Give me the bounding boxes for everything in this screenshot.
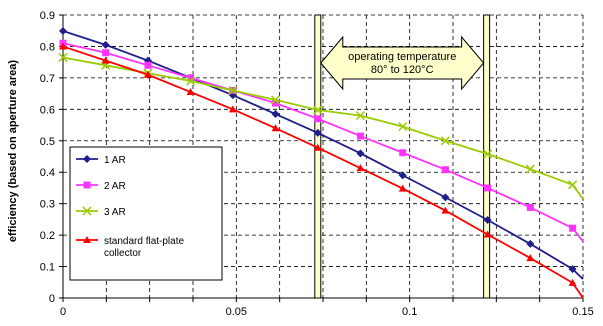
data-point <box>101 40 110 49</box>
data-point <box>228 85 238 95</box>
data-point <box>83 236 91 243</box>
data-point <box>313 105 323 115</box>
data-point <box>441 206 450 214</box>
operating-temperature-annotation: operating temperature 80° to 120°C <box>320 35 485 91</box>
y-tick-label: 0.1 <box>40 262 55 274</box>
data-point <box>568 265 577 274</box>
data-point <box>398 184 407 192</box>
data-point <box>356 132 364 140</box>
series-0 <box>59 27 584 280</box>
legend-item: standard flat-plate collector <box>76 236 184 259</box>
data-point <box>101 56 110 64</box>
double-arrow-shape <box>320 35 485 91</box>
y-tick-label: 0.5 <box>40 136 55 148</box>
y-tick-label: 0.2 <box>40 230 55 242</box>
y-tick-label: 0.6 <box>40 104 55 116</box>
series-line <box>62 45 584 299</box>
data-point <box>526 254 535 262</box>
data-point <box>272 99 280 107</box>
legend-label: 3 AR <box>104 207 126 218</box>
y-axis-label: efficiency (based on aperture area) <box>7 60 19 243</box>
series-line <box>62 30 584 280</box>
data-point <box>483 230 492 238</box>
data-point <box>58 52 68 62</box>
data-point <box>186 88 195 96</box>
data-point <box>313 128 322 137</box>
annotation-line-1: operating temperature <box>348 51 456 63</box>
y-tick-label: 0.4 <box>40 167 55 179</box>
series-group <box>58 27 584 299</box>
data-point <box>569 224 577 232</box>
legend-label: 2 AR <box>104 181 126 192</box>
data-point <box>441 193 450 202</box>
data-point <box>398 122 408 132</box>
data-point <box>356 164 365 172</box>
legend-label: 1 AR <box>104 155 126 166</box>
data-point <box>441 166 449 174</box>
data-point <box>271 124 280 132</box>
data-point <box>187 74 195 82</box>
data-point <box>143 70 152 78</box>
y-tick-label: 0.3 <box>40 199 55 211</box>
series-line <box>62 42 584 242</box>
data-point <box>314 115 322 123</box>
series-3 <box>59 42 584 299</box>
legend-item: 2 AR <box>76 181 126 192</box>
data-point <box>102 49 110 57</box>
data-point <box>59 27 67 36</box>
data-point <box>525 164 535 174</box>
data-point <box>144 61 152 69</box>
data-point <box>526 239 535 248</box>
legend: 1 AR 2 AR 3 AR standard flat-plate collector <box>69 146 223 281</box>
y-tick-label: 0.8 <box>40 41 55 53</box>
legend-label: standard flat-plate collector <box>104 236 184 259</box>
data-point <box>82 206 92 216</box>
series-line <box>62 56 584 200</box>
legend-item: 3 AR <box>76 206 126 218</box>
data-point <box>399 149 407 157</box>
y-tick-label: 0.9 <box>40 10 55 22</box>
data-point <box>526 203 534 211</box>
data-point <box>355 111 365 121</box>
axes: 0 0.1 0.2 0.3 0.4 0.5 0.6 0.7 0.8 0.9 0 0.05 0.1 0.15 <box>40 10 594 318</box>
data-point <box>83 155 91 163</box>
data-point <box>228 105 237 113</box>
annotation-line-2: 80° to 120°C <box>371 64 434 76</box>
data-point <box>313 143 322 151</box>
band-boundary-line <box>314 14 322 299</box>
data-point <box>186 76 196 86</box>
data-point <box>398 171 407 180</box>
x-tick-label: 0.05 <box>226 306 247 318</box>
y-tick-label: 0 <box>49 293 55 305</box>
x-tick-label: 0.1 <box>402 306 417 318</box>
data-point <box>484 184 492 192</box>
data-point <box>271 110 280 119</box>
data-point <box>270 95 281 105</box>
data-point <box>356 149 365 158</box>
data-point <box>568 278 577 286</box>
data-point <box>440 136 450 146</box>
data-point <box>483 149 493 159</box>
x-tick-label: 0.15 <box>572 306 593 318</box>
legend-box <box>69 146 223 281</box>
y-tick-label: 0.7 <box>40 73 55 85</box>
x-tick-label: 0 <box>60 306 66 318</box>
data-point <box>59 42 67 50</box>
data-point <box>83 181 91 189</box>
legend-item: 1 AR <box>76 155 126 166</box>
data-point <box>483 216 492 225</box>
data-point <box>568 180 578 190</box>
